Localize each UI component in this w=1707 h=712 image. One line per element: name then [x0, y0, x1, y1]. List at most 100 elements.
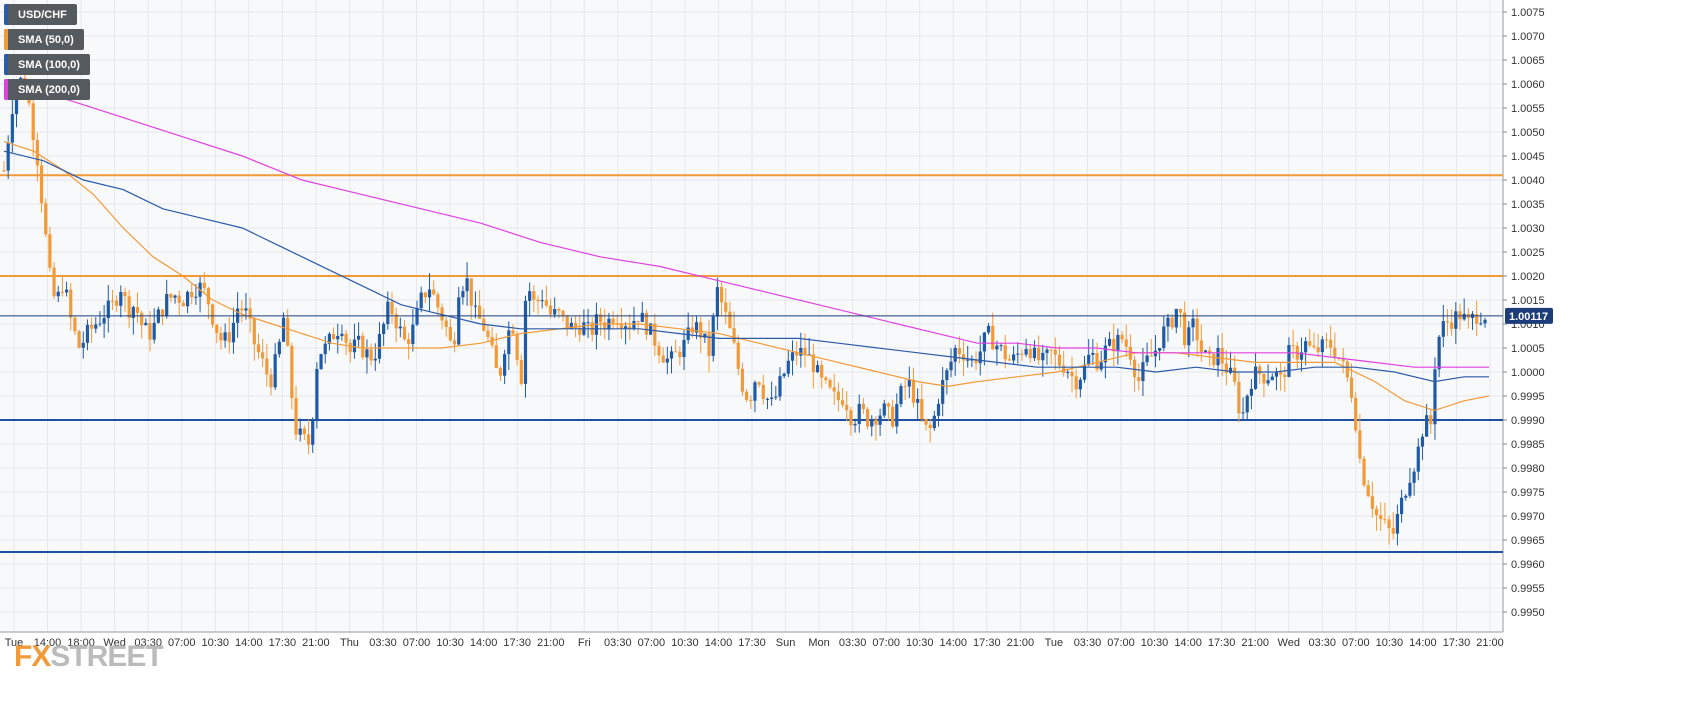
- candle-body[interactable]: [978, 351, 982, 364]
- candle-body[interactable]: [928, 424, 932, 429]
- candle-body[interactable]: [528, 291, 532, 301]
- candle-body[interactable]: [770, 397, 774, 399]
- candle-body[interactable]: [974, 359, 978, 364]
- candle-body[interactable]: [140, 312, 144, 326]
- candle-body[interactable]: [352, 339, 357, 353]
- candle-body[interactable]: [127, 296, 131, 318]
- candle-body[interactable]: [173, 295, 177, 298]
- candle-body[interactable]: [273, 354, 277, 388]
- candle-body[interactable]: [1316, 347, 1320, 353]
- candle-body[interactable]: [1279, 372, 1283, 375]
- candle-body[interactable]: [402, 326, 407, 340]
- candle-body[interactable]: [1324, 339, 1329, 341]
- candle-body[interactable]: [1153, 350, 1158, 357]
- candle-body[interactable]: [1441, 321, 1445, 337]
- candle-body[interactable]: [319, 354, 323, 369]
- candle-body[interactable]: [628, 326, 632, 329]
- candle-body[interactable]: [949, 361, 953, 371]
- candle-body[interactable]: [1358, 430, 1362, 459]
- candle-body[interactable]: [857, 403, 861, 424]
- candle-body[interactable]: [269, 374, 273, 388]
- candle-body[interactable]: [503, 354, 507, 376]
- candle-body[interactable]: [1228, 367, 1233, 373]
- candle-body[interactable]: [494, 345, 498, 369]
- candle-body[interactable]: [1291, 345, 1295, 347]
- candle-body[interactable]: [1454, 311, 1458, 329]
- candle-body[interactable]: [907, 379, 911, 387]
- candle-body[interactable]: [35, 139, 39, 166]
- candle-body[interactable]: [732, 328, 736, 343]
- candle-body[interactable]: [194, 296, 198, 298]
- candle-body[interactable]: [970, 359, 974, 361]
- candle-body[interactable]: [1374, 508, 1379, 516]
- candle-body[interactable]: [578, 328, 582, 335]
- candle-body[interactable]: [327, 333, 332, 344]
- candle-body[interactable]: [757, 382, 761, 385]
- candle-body[interactable]: [749, 399, 753, 401]
- candle-body[interactable]: [686, 327, 690, 340]
- candle-body[interactable]: [1450, 322, 1454, 329]
- candle-body[interactable]: [1095, 352, 1099, 370]
- candle-body[interactable]: [382, 324, 386, 335]
- candle-body[interactable]: [957, 347, 961, 355]
- candle-body[interactable]: [1199, 340, 1203, 353]
- candle-body[interactable]: [1220, 347, 1224, 364]
- candle-body[interactable]: [532, 291, 536, 300]
- candle-body[interactable]: [861, 403, 866, 410]
- candle-body[interactable]: [1237, 381, 1241, 414]
- candle-body[interactable]: [1216, 347, 1220, 366]
- candle-body[interactable]: [649, 323, 653, 335]
- candle-body[interactable]: [10, 114, 14, 143]
- candle-body[interactable]: [1395, 514, 1400, 534]
- candle-body[interactable]: [891, 406, 895, 427]
- candle-body[interactable]: [486, 330, 490, 338]
- candle-body[interactable]: [1178, 308, 1183, 313]
- candle-body[interactable]: [1420, 436, 1425, 447]
- candle-body[interactable]: [244, 308, 248, 311]
- candle-body[interactable]: [644, 312, 649, 335]
- candle-body[interactable]: [444, 320, 448, 327]
- candle-body[interactable]: [536, 299, 540, 302]
- candle-body[interactable]: [1379, 515, 1383, 520]
- candle-body[interactable]: [6, 142, 10, 171]
- candle-body[interactable]: [14, 87, 19, 115]
- candle-body[interactable]: [94, 324, 98, 329]
- candle-body[interactable]: [394, 314, 398, 329]
- candle-body[interactable]: [1066, 371, 1070, 373]
- candle-body[interactable]: [911, 379, 916, 403]
- candle-body[interactable]: [1049, 349, 1053, 351]
- candle-body[interactable]: [223, 332, 227, 341]
- candle-body[interactable]: [845, 404, 849, 411]
- candle-body[interactable]: [69, 289, 73, 318]
- candle-body[interactable]: [941, 379, 945, 404]
- candle-body[interactable]: [1074, 376, 1078, 390]
- candle-body[interactable]: [419, 292, 423, 309]
- candle-body[interactable]: [1274, 372, 1279, 377]
- candle-body[interactable]: [219, 333, 223, 341]
- candle-body[interactable]: [903, 386, 907, 388]
- candle-body[interactable]: [1320, 339, 1324, 353]
- candle-body[interactable]: [665, 358, 669, 363]
- candle-body[interactable]: [986, 325, 991, 333]
- candle-body[interactable]: [765, 398, 770, 400]
- candle-body[interactable]: [302, 428, 306, 435]
- candle-body[interactable]: [1132, 359, 1137, 378]
- candle-body[interactable]: [657, 345, 661, 356]
- candle-body[interactable]: [60, 291, 65, 293]
- candle-body[interactable]: [1483, 319, 1487, 324]
- candle-body[interactable]: [39, 165, 44, 204]
- candle-body[interactable]: [932, 415, 936, 429]
- candle-body[interactable]: [811, 354, 815, 373]
- candle-body[interactable]: [323, 343, 327, 355]
- candle-body[interactable]: [1404, 495, 1408, 498]
- candle-body[interactable]: [477, 305, 482, 319]
- candle-body[interactable]: [874, 419, 878, 425]
- candle-body[interactable]: [1475, 314, 1479, 324]
- candle-body[interactable]: [1012, 354, 1016, 361]
- candle-body[interactable]: [490, 337, 494, 346]
- candle-body[interactable]: [357, 335, 361, 340]
- candle-body[interactable]: [1349, 377, 1354, 398]
- candle-body[interactable]: [336, 335, 340, 340]
- sma-200-line[interactable]: [3, 83, 1489, 368]
